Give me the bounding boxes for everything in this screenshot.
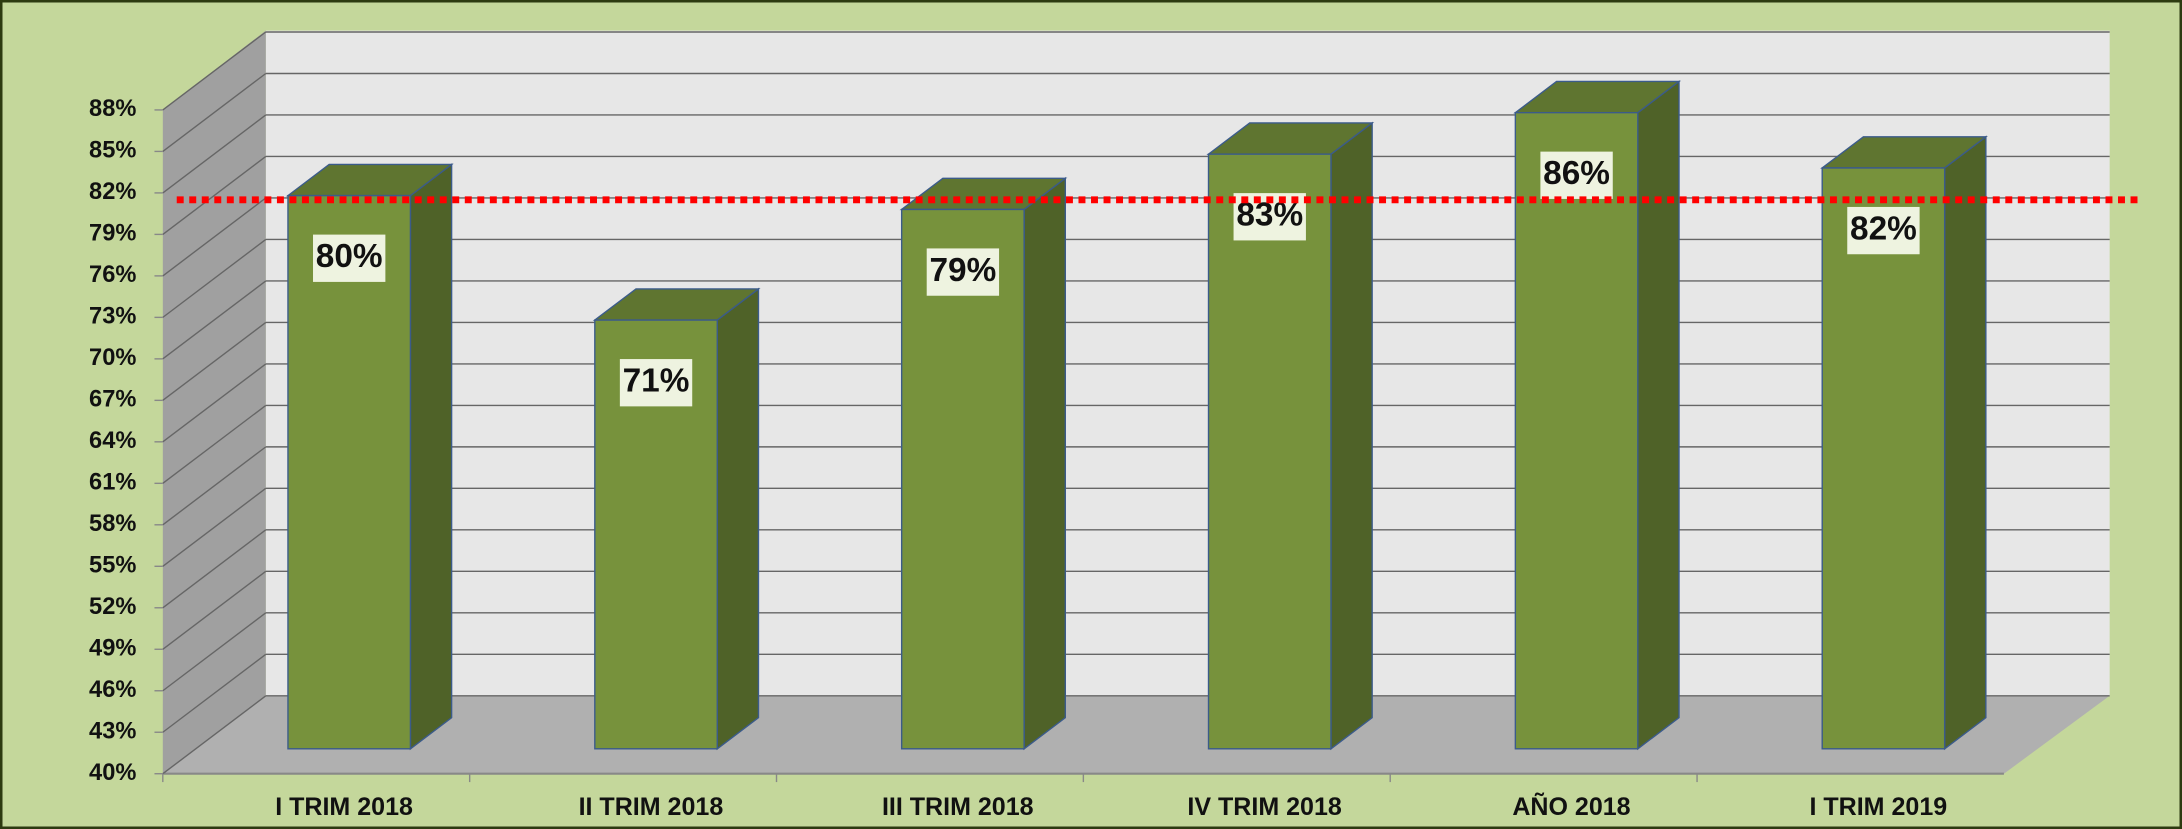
grid-line xyxy=(162,31,267,111)
grid-line xyxy=(162,404,267,484)
grid-line xyxy=(162,114,267,194)
value-label: 71% xyxy=(623,363,690,400)
x-tick-label: III TRIM 2018 xyxy=(882,793,1034,821)
bar-side xyxy=(1637,80,1680,751)
grid-line xyxy=(162,238,267,318)
y-tick-label: 73% xyxy=(89,304,136,330)
grid-line xyxy=(162,487,267,567)
value-label-box xyxy=(313,234,386,282)
bar xyxy=(900,208,1025,750)
value-label: 79% xyxy=(929,252,996,289)
x-tick-label: AÑO 2018 xyxy=(1512,791,1630,821)
x-tick-label: I TRIM 2019 xyxy=(1809,793,1947,821)
bar xyxy=(1514,111,1639,750)
grid-line xyxy=(162,197,267,277)
x-tick-label: II TRIM 2018 xyxy=(579,793,724,821)
grid-line xyxy=(162,695,267,775)
y-tick-label: 61% xyxy=(89,470,136,496)
y-tick-label: 49% xyxy=(89,636,136,662)
grid-line xyxy=(162,155,267,235)
y-tick-label: 43% xyxy=(89,718,136,744)
value-label-box xyxy=(926,248,1000,296)
y-tick-label: 76% xyxy=(89,262,136,288)
y-tick-label: 55% xyxy=(89,553,136,579)
y-tick-label: 52% xyxy=(89,594,136,620)
grid-line xyxy=(162,72,267,152)
bar xyxy=(1821,167,1946,750)
y-tick-label: 40% xyxy=(89,760,136,786)
bar xyxy=(287,194,412,750)
y-tick-label: 85% xyxy=(89,138,136,164)
x-tick-label: I TRIM 2018 xyxy=(275,793,413,821)
grid-line xyxy=(162,280,267,360)
x-tick-label: IV TRIM 2018 xyxy=(1187,793,1341,821)
y-tick-label: 46% xyxy=(89,677,136,703)
y-tick-label: 64% xyxy=(89,428,136,454)
value-label-box xyxy=(1847,206,1920,255)
grid-line xyxy=(162,653,267,733)
grid-line xyxy=(162,612,267,692)
y-tick-label: 88% xyxy=(89,96,136,122)
value-label-box xyxy=(1540,151,1613,199)
bar-side xyxy=(409,163,453,751)
value-label-box xyxy=(619,359,693,407)
bar-side xyxy=(1330,121,1373,751)
value-label: 80% xyxy=(316,238,383,275)
bar xyxy=(1207,153,1332,750)
y-tick-label: 70% xyxy=(89,345,136,371)
y-tick-label: 82% xyxy=(89,179,136,205)
y-tick-label: 58% xyxy=(89,511,136,537)
grid-line xyxy=(162,570,267,650)
y-tick-label: 79% xyxy=(89,221,136,247)
value-label: 82% xyxy=(1850,210,1917,247)
grid-line xyxy=(162,529,267,609)
bar-side xyxy=(1023,176,1067,751)
y-tick-label: 67% xyxy=(89,387,136,413)
grid-line xyxy=(162,321,267,401)
grid-line xyxy=(162,363,267,443)
bar-side xyxy=(1943,135,1987,751)
bar-side xyxy=(716,287,760,751)
floor xyxy=(162,695,2110,774)
value-label: 86% xyxy=(1543,155,1610,192)
grid-line xyxy=(162,446,267,526)
plot: 40% 43% 46% 49% 52% 55% 58% 61% 64% 67% 70% 73% 76% 7… xyxy=(89,30,2139,821)
